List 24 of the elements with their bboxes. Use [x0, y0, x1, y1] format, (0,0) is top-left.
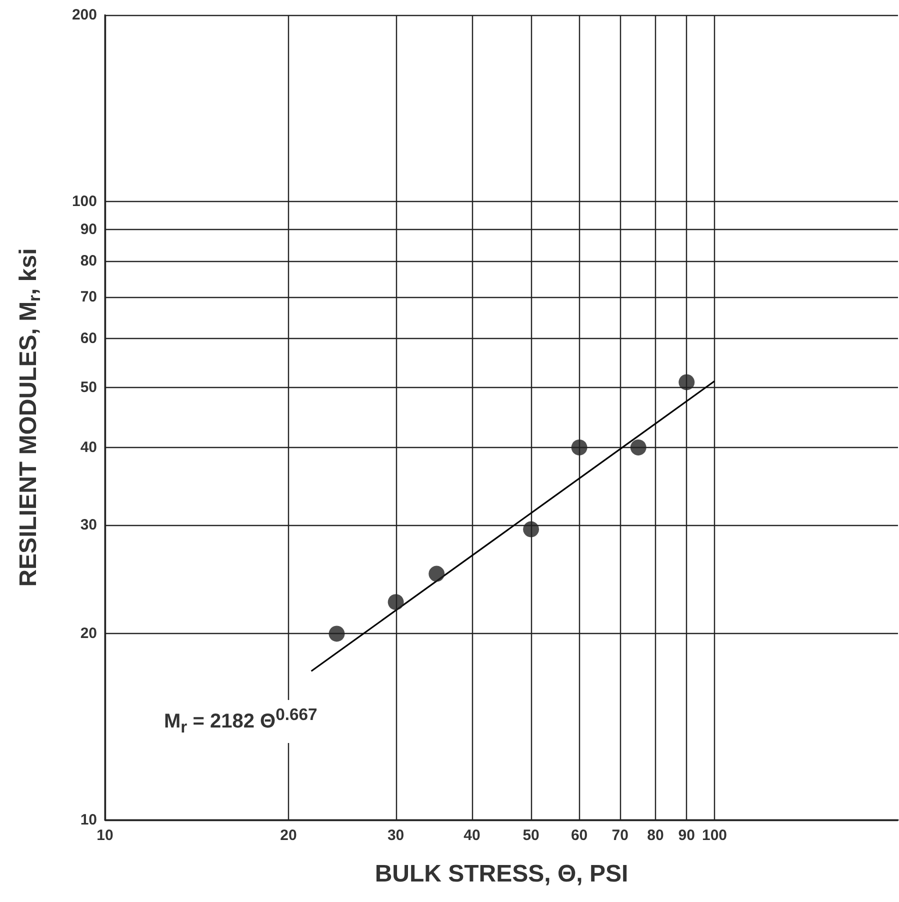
y-tick-label: 20: [80, 625, 97, 642]
x-tick-label: 100: [702, 827, 728, 844]
y-tick-label: 200: [72, 6, 97, 24]
x-tick-label: 80: [647, 827, 664, 844]
x-tick-label: 60: [570, 827, 588, 844]
x-axis-title: BULK STRESS, Θ, PSI: [374, 860, 628, 888]
y-tick-label: 10: [80, 812, 97, 828]
y-tick-label: 60: [80, 330, 97, 348]
x-tick-label: 20: [280, 827, 297, 844]
x-tick-label: 30: [387, 827, 404, 844]
y-tick-label: 50: [80, 379, 97, 396]
y-axis-title: RESILIENT MODULES, Mr, ksi: [15, 248, 44, 587]
annotation: M$_{r}$ = 2182 Θ$^{0.667}$: [160, 700, 322, 743]
y-tick-label: 30: [80, 516, 97, 534]
x-tick-label: 10: [96, 827, 114, 844]
x-tick-label: 70: [612, 827, 628, 844]
x-tick-label: 90: [678, 827, 695, 844]
x-tick-label: 40: [464, 827, 480, 844]
y-tick-label: 100: [72, 192, 97, 210]
y-tick-label: 90: [80, 221, 97, 238]
x-tick-label: 50: [522, 827, 540, 844]
y-tick-label: 70: [80, 288, 97, 306]
y-tick-label: 80: [80, 252, 97, 270]
y-tick-label: 40: [80, 438, 97, 456]
